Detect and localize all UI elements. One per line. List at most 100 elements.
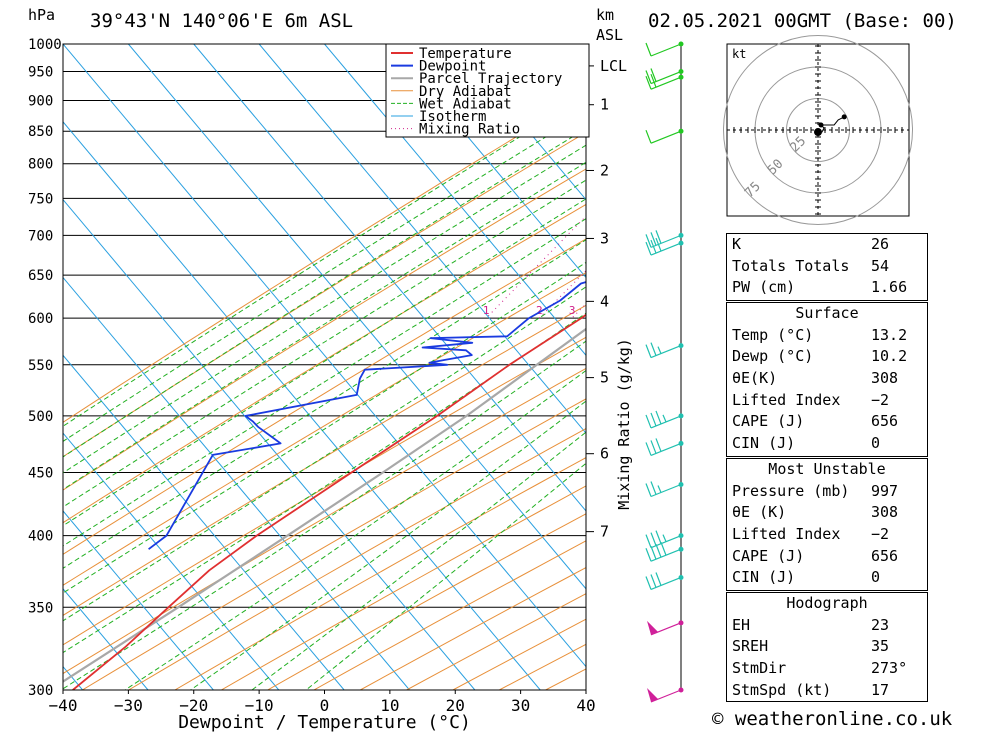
wind-barb-feather (650, 73, 657, 88)
mixing-ratio-label: 6 (629, 304, 636, 317)
wind-barb-feather (650, 481, 657, 495)
wind-barb-feather (645, 42, 652, 57)
wind-barb-feather (650, 342, 657, 356)
x-tick-label: −30 (114, 696, 143, 715)
x-tick-label: −40 (49, 696, 78, 715)
stat-label: CAPE (J) (732, 546, 805, 565)
wet-adiabat (63, 261, 586, 594)
temperature-line (72, 313, 586, 690)
copyright: © weatheronline.co.uk (712, 708, 953, 730)
wind-barb (647, 620, 684, 636)
hodograph-point (814, 128, 822, 137)
wind-barb (647, 687, 684, 703)
stat-value: 1.66 (871, 278, 908, 297)
wind-barb-feather (650, 440, 657, 454)
stat-label: PW (cm) (732, 278, 796, 297)
stat-value: 308 (871, 503, 899, 522)
wind-barb-feather (655, 530, 662, 544)
pressure-tick-label: 750 (28, 191, 53, 207)
stat-value: 54 (871, 256, 890, 275)
wind-barb-feather (645, 576, 652, 590)
stat-row: EH 23 (727, 615, 927, 637)
legend-entry: Dry Adiabat (419, 84, 512, 100)
wet-adiabat (63, 161, 586, 491)
legend-entry: Temperature (419, 46, 512, 62)
dry-adiabat (63, 131, 586, 458)
height-tick-label: 3 (600, 229, 609, 247)
pressure-tick-label: 1000 (28, 37, 62, 53)
stat-value: 656 (871, 546, 899, 565)
pressure-unit-label: hPa (28, 6, 56, 24)
stat-label: StmDir (732, 659, 787, 678)
stat-value: 13.2 (871, 325, 908, 344)
stat-label: Dewp (°C) (732, 347, 814, 366)
dry-adiabat (63, 304, 586, 616)
dry-adiabat (63, 336, 586, 646)
x-tick-label: 20 (446, 696, 465, 715)
stat-row: CIN (J) 0 (727, 567, 927, 589)
stat-label: Temp (°C) (732, 325, 814, 344)
wind-barb-shaft (650, 622, 682, 636)
stat-label: StmSpd (kt) (732, 680, 832, 699)
wind-barb-feather (655, 544, 662, 558)
stat-row: K 26 (727, 234, 927, 256)
dry-adiabat (63, 367, 586, 675)
isotherm (63, 121, 541, 690)
stat-label: θE(K) (732, 369, 778, 388)
stat-value: 273° (871, 659, 908, 678)
wet-adiabat (63, 144, 586, 474)
wind-barb-shaft (650, 442, 682, 456)
wind-barb-feather (645, 234, 652, 248)
hodograph-stats-title: Hodograph (786, 594, 868, 612)
stat-row: Temp (°C) 13.2 (727, 325, 927, 347)
pressure-tick-label: 650 (28, 268, 53, 284)
wind-barb-feather (655, 438, 662, 452)
thermo-grid: 12346810162025 (63, 44, 662, 690)
stat-label: SREH (732, 637, 769, 656)
wind-barb (645, 230, 684, 248)
stat-row: CAPE (J) 656 (727, 546, 927, 568)
dry-adiabat (82, 398, 586, 690)
indices-panel: K 26 Totals Totals 54 PW (cm) 1.66 (726, 233, 928, 301)
wind-barb-feather (650, 546, 657, 560)
wind-barb-shaft (650, 130, 682, 144)
wind-barb-half-feather (657, 485, 662, 493)
stat-label: K (732, 235, 742, 253)
height-tick-label: 6 (600, 445, 609, 463)
hodograph-point (841, 114, 847, 120)
wind-barb-shaft (650, 689, 682, 703)
mixing-ratio-label: 8 (655, 304, 662, 317)
height-tick-label: 2 (600, 161, 609, 179)
wet-adiabat (63, 127, 586, 458)
wind-barb-feather (645, 241, 652, 256)
wind-barb-feather (650, 239, 657, 254)
stat-value: −2 (871, 525, 890, 544)
wind-barb-feather (650, 412, 657, 427)
wind-barb-shaft (650, 576, 682, 591)
pressure-tick-label: 700 (28, 228, 53, 244)
stat-value: 0 (871, 568, 881, 587)
pressure-tick-label: 600 (28, 311, 53, 327)
pressure-tick-label: 450 (28, 465, 53, 481)
wind-barb-feather (645, 442, 652, 456)
height-tick-label: 5 (600, 369, 609, 387)
wind-barb-shaft (650, 345, 682, 359)
wet-adiabat (251, 431, 586, 690)
wind-barb-feather (645, 129, 652, 144)
stat-row: SREH 35 (727, 636, 927, 658)
wind-barb (645, 68, 684, 85)
isotherm (63, 44, 586, 668)
isotherm (324, 44, 586, 357)
stat-value: 17 (871, 680, 890, 699)
dry-adiabat (63, 203, 586, 524)
dewpoint-line (148, 281, 586, 550)
wind-barb-feather (655, 237, 662, 252)
wind-barb (645, 530, 684, 549)
wind-barb-shaft (650, 483, 682, 498)
datetime-title: 02.05.2021 00GMT (Base: 00) (648, 10, 957, 32)
stat-value: 35 (871, 637, 890, 656)
stat-value: 997 (871, 481, 899, 500)
dry-adiabat (63, 168, 586, 491)
wind-barb-feather (645, 344, 652, 358)
